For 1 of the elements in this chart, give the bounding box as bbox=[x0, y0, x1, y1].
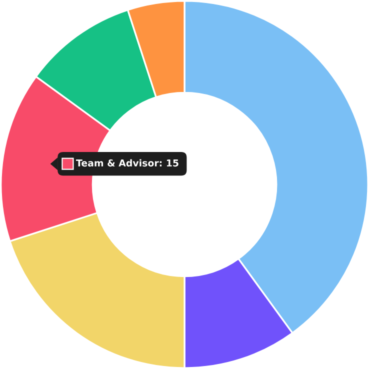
legend-label: Team & Advisor: 15 bbox=[76, 159, 178, 167]
